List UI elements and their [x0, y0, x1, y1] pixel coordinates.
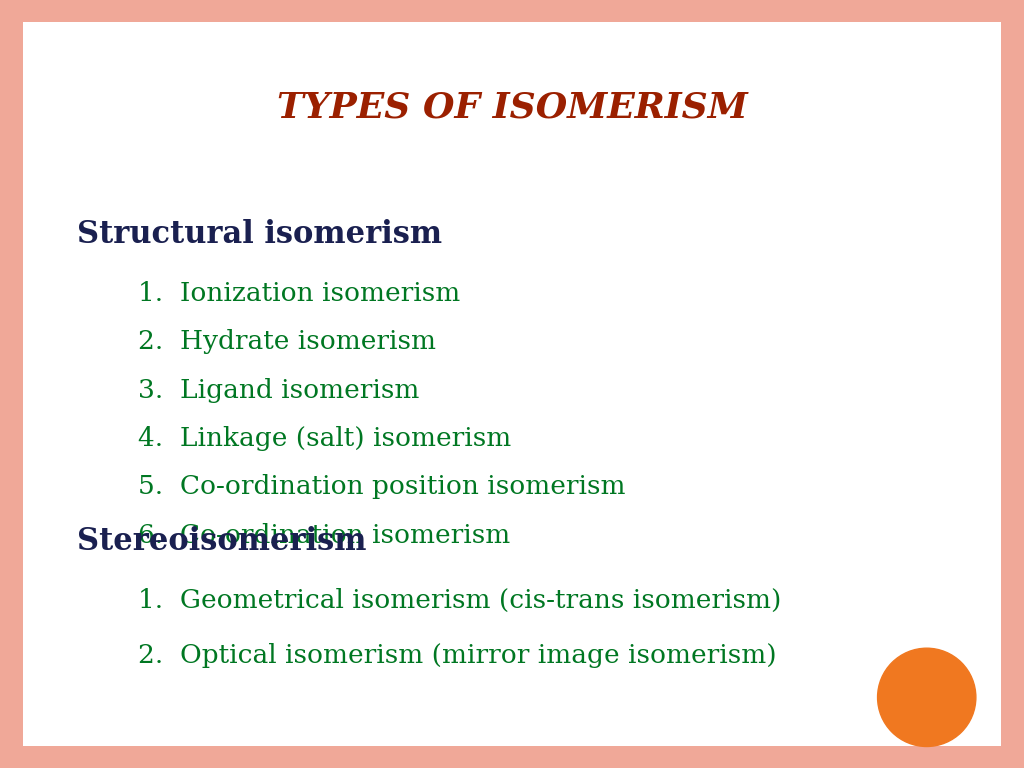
Bar — [0, 0, 23, 768]
Bar — [0, 746, 1024, 768]
Text: 5.  Co-ordination position isomerism: 5. Co-ordination position isomerism — [138, 475, 626, 499]
Bar — [1001, 0, 1024, 768]
Text: 6.  Co-ordination isomerism: 6. Co-ordination isomerism — [138, 523, 511, 548]
Text: 3.  Ligand isomerism: 3. Ligand isomerism — [138, 378, 420, 402]
Text: Structural isomerism: Structural isomerism — [77, 219, 442, 250]
Ellipse shape — [878, 648, 976, 746]
Text: 1.  Ionization isomerism: 1. Ionization isomerism — [138, 281, 461, 306]
Text: 1.  Geometrical isomerism (cis-trans isomerism): 1. Geometrical isomerism (cis-trans isom… — [138, 588, 781, 613]
Text: TYPES OF ISOMERISM: TYPES OF ISOMERISM — [276, 91, 748, 124]
Text: 2.  Hydrate isomerism: 2. Hydrate isomerism — [138, 329, 436, 354]
Text: 4.  Linkage (salt) isomerism: 4. Linkage (salt) isomerism — [138, 426, 512, 451]
Text: 2.  Optical isomerism (mirror image isomerism): 2. Optical isomerism (mirror image isome… — [138, 644, 777, 668]
Bar — [0, 0, 1024, 22]
Text: Stereoisomerism: Stereoisomerism — [77, 526, 367, 557]
